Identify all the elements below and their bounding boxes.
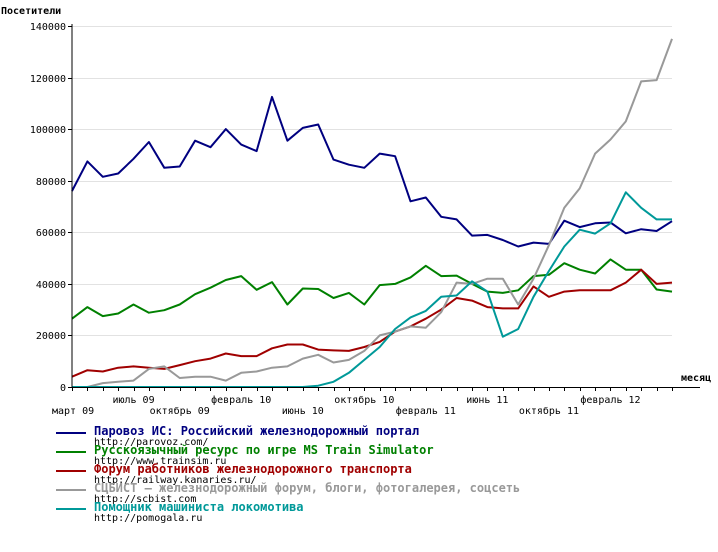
series-lines [71, 38, 673, 388]
legend-url[interactable]: http://railway.kanaries.ru/ [94, 475, 257, 486]
legend-swatch [56, 432, 86, 434]
y-tick-label: 20000 [36, 331, 66, 342]
line-chart: Посетители месяц 0 20000 40000 60000 80000 10… [1, 6, 711, 417]
x-tick-label: февраль 12 [580, 394, 640, 406]
x-tick-label: февраль 11 [396, 405, 456, 417]
series-line-2 [71, 258, 673, 320]
legend-swatch [56, 451, 86, 453]
x-tick-label: октябрь 11 [519, 405, 579, 417]
x-tick-label: июль 09 [112, 395, 154, 406]
y-tick-label: 60000 [36, 228, 66, 239]
x-tick-label: октябрь 10 [334, 394, 394, 406]
y-tick-label: 80000 [36, 177, 66, 188]
legend-item: Форум работников железнодорожного трансп… [56, 462, 716, 486]
legend-label: Паровоз ИС: Российский железнодорожный п… [94, 424, 420, 438]
x-axis-label: месяц [681, 373, 711, 384]
legend-label: Помощник машиниста локомотива [94, 500, 304, 514]
legend-url[interactable]: http://parovoz.com/ [94, 437, 209, 448]
legend-label: Русскоязычный ресурс по игре MS Train Si… [94, 443, 434, 457]
legend-label: СЦБИСТ – железнодорожный форум, блоги, ф… [94, 481, 521, 495]
legend-url[interactable]: http://www.trainsim.ru [94, 456, 227, 467]
legend-url[interactable]: http://scbist.com [94, 494, 197, 505]
series-line-4 [72, 38, 673, 388]
x-tick-label: октябрь 09 [150, 405, 210, 417]
y-gridlines [72, 26, 672, 336]
series-line-3 [71, 268, 673, 378]
legend-label: Форум работников железнодорожного трансп… [94, 462, 412, 476]
x-tick-label: июнь 10 [282, 406, 324, 417]
legend: Паровоз ИС: Российский железнодорожный п… [56, 424, 716, 524]
y-axis-label: Посетители [1, 6, 61, 17]
legend-swatch [56, 470, 86, 472]
legend-swatch [56, 489, 86, 491]
legend-item: СЦБИСТ – железнодорожный форум, блоги, ф… [56, 481, 716, 505]
y-tick-label: 40000 [36, 280, 66, 291]
y-tick-label: 140000 [30, 22, 66, 33]
legend-item: Паровоз ИС: Российский железнодорожный п… [56, 424, 716, 448]
legend-swatch [56, 508, 86, 510]
y-tick-label: 0 [60, 383, 66, 394]
legend-url[interactable]: http://pomogala.ru [94, 513, 203, 524]
legend-item: Помощник машиниста локомотива http://pomo… [56, 500, 716, 524]
series-line-1 [71, 95, 673, 248]
x-tick-label: февраль 10 [211, 394, 271, 406]
y-tick-label: 100000 [30, 125, 66, 136]
x-tick-label: июнь 11 [466, 395, 508, 406]
legend-item: Русскоязычный ресурс по игре MS Train Si… [56, 443, 716, 467]
y-axis-ticks: 0 20000 40000 60000 80000 100000 120000 140000 [30, 22, 72, 394]
y-tick-label: 120000 [30, 74, 66, 85]
x-tick-label: март 09 [52, 406, 94, 417]
